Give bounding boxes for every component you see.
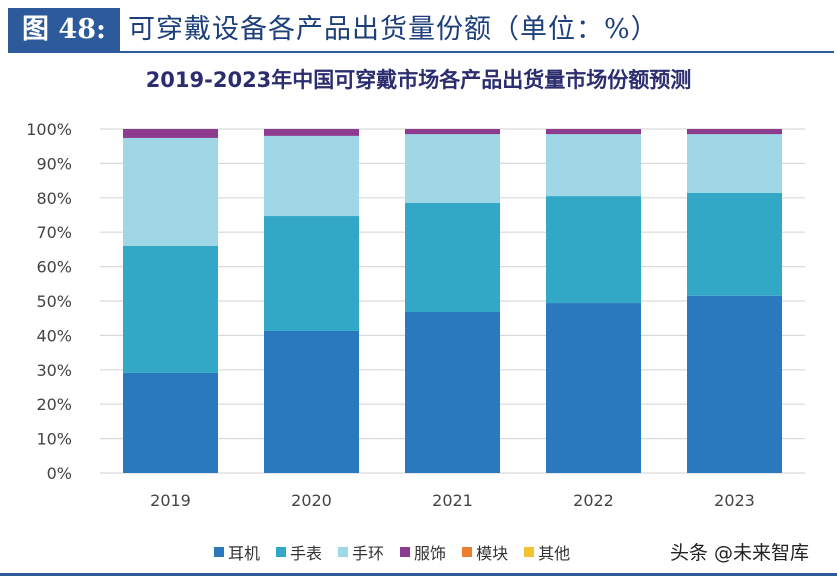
bar-segment-手环: [687, 134, 782, 193]
legend-swatch: [400, 547, 411, 557]
y-tick-label: 90%: [36, 154, 72, 173]
figure-label: 图 48:: [8, 8, 120, 52]
x-tick-label: 2020: [291, 491, 332, 510]
legend-label: 模块: [476, 544, 509, 563]
y-tick-label: 40%: [36, 326, 72, 345]
bar-segment-手环: [546, 134, 641, 197]
legend-item: 其他: [524, 540, 570, 564]
legend-item: 服饰: [400, 540, 446, 564]
bar-segment-耳机: [546, 303, 641, 473]
legend-label: 手环: [352, 544, 385, 563]
bar-segment-手表: [546, 196, 641, 304]
legend-label: 服饰: [414, 544, 447, 563]
x-tick-label: 2022: [573, 491, 614, 510]
y-tick-label: 60%: [36, 258, 72, 277]
bar-segment-耳机: [264, 330, 359, 473]
legend-item: 耳机: [214, 540, 260, 564]
legend-swatch: [276, 547, 287, 557]
bar-segment-服饰: [123, 129, 218, 138]
legend-swatch: [338, 547, 349, 557]
y-tick-label: 100%: [26, 120, 72, 139]
x-tick-label: 2021: [432, 491, 473, 510]
y-tick-label: 10%: [36, 430, 72, 449]
y-tick-label: 50%: [36, 292, 72, 311]
bar-segment-手环: [123, 137, 218, 246]
chart-title: 2019-2023年中国可穿戴市场各产品出货量市场份额预测: [145, 68, 692, 92]
legend-label: 其他: [538, 544, 571, 563]
bar-segment-手表: [123, 245, 218, 373]
legend-label: 耳机: [228, 544, 261, 563]
bar-segment-服饰: [546, 129, 641, 135]
footer-divider: [0, 573, 837, 576]
legend-item: 手表: [276, 540, 322, 564]
bar-segment-耳机: [405, 312, 500, 473]
figure-title: 可穿戴设备各产品出货量份额（单位：%）: [128, 14, 659, 45]
bar-segment-服饰: [687, 129, 782, 135]
legend-label: 手表: [290, 544, 323, 563]
bar-segment-服饰: [264, 129, 359, 136]
x-tick-label: 2019: [150, 491, 191, 510]
legend-swatch: [462, 547, 473, 557]
watermark: 头条 @未来智库: [670, 542, 810, 564]
y-tick-label: 0%: [47, 464, 72, 483]
bar-segment-手表: [687, 192, 782, 296]
y-tick-label: 80%: [36, 189, 72, 208]
y-tick-label: 30%: [36, 361, 72, 380]
bar-segment-手表: [405, 202, 500, 313]
y-tick-label: 20%: [36, 395, 72, 414]
legend-item: 手环: [338, 540, 384, 564]
legend-swatch: [524, 547, 535, 557]
bar-segment-手表: [264, 216, 359, 331]
bar-segment-手环: [405, 134, 500, 203]
y-tick-label: 70%: [36, 223, 72, 242]
bar-segment-服饰: [405, 129, 500, 135]
bar-segment-手环: [264, 135, 359, 217]
x-tick-label: 2023: [714, 491, 755, 510]
header-divider: [8, 51, 834, 53]
legend: 耳机 手表 手环 服饰 模块 其他: [214, 540, 570, 564]
bar-segment-耳机: [123, 372, 218, 473]
bar-segment-耳机: [687, 295, 782, 473]
legend-item: 模块: [462, 540, 508, 564]
legend-swatch: [214, 547, 224, 557]
